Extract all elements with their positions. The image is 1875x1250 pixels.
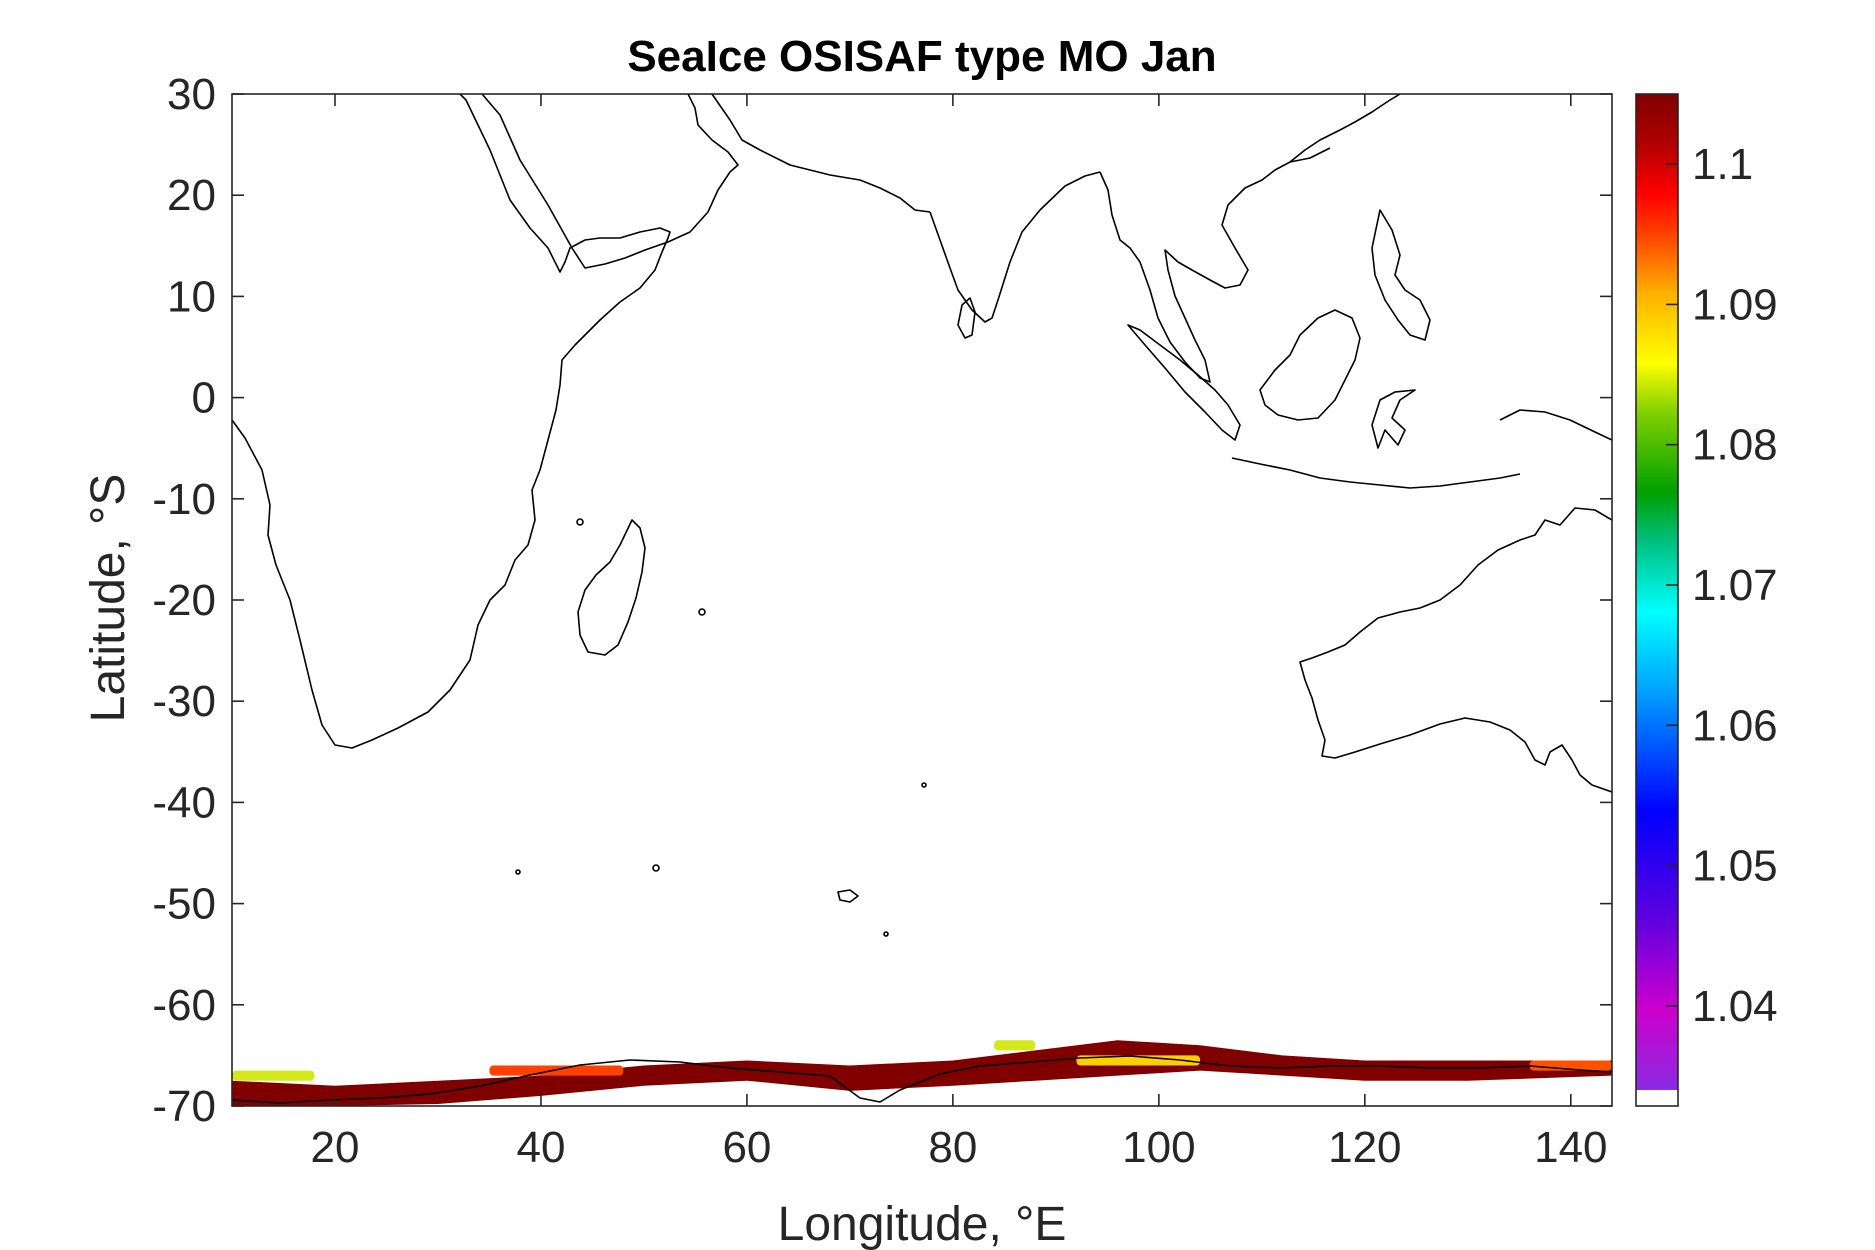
colorbar-tick-label: 1.06 [1692,701,1778,750]
island-amsterdam [921,782,927,788]
island-crozet-w [515,869,521,875]
island-kerguelen [837,889,859,903]
y-tick-label: 0 [192,374,216,423]
y-tick-label: -40 [152,778,216,827]
x-axis: 20 40 60 80 100 120 140 [311,94,1608,1172]
island-heard [883,931,889,937]
colorbar-gradient [1636,94,1678,1090]
colorbar: 1.1 1.09 1.08 1.07 1.06 1.05 1.04 [1635,93,1778,1107]
coastline-sumatra [1127,324,1241,441]
chart-title: SeaIce OSISAF type MO Jan [627,32,1216,81]
plot-frame [231,93,1613,1107]
coastline-philippines [1371,209,1431,341]
colorbar-tick-label: 1.1 [1692,140,1753,189]
colorbar-tick-label: 1.05 [1692,842,1778,891]
coastline-antarctica [232,1055,1612,1104]
y-tick-label: -70 [152,1082,216,1131]
x-tick-label: 60 [722,1123,771,1172]
coastline-australia [1299,507,1612,793]
y-tick-label: -10 [152,475,216,524]
y-tick-label: -60 [152,981,216,1030]
y-tick-label: 30 [167,70,216,119]
colorbar-tick-label: 1.04 [1692,982,1778,1031]
coastline-southeast-asia [1099,147,1331,383]
colorbar-tick-label: 1.07 [1692,561,1778,610]
x-tick-label: 20 [311,1123,360,1172]
y-axis: 30 20 10 0 -10 -20 -30 -40 -50 -60 -70 [152,70,1612,1131]
x-tick-label: 140 [1534,1123,1607,1172]
coastline-srilanka [957,297,976,339]
coastline-arabia [481,94,739,269]
y-tick-label: -20 [152,576,216,625]
plot-area [232,94,1612,1106]
y-tick-label: -30 [152,677,216,726]
x-tick-label: 40 [516,1123,565,1172]
coastline-africa [232,94,671,749]
y-axis-label: Latitude, °S [82,474,135,723]
y-tick-label: 10 [167,272,216,321]
island-comoros [576,518,584,526]
sea-ice-patch [1076,1055,1201,1066]
colorbar-tick-label: 1.08 [1692,421,1778,470]
y-tick-label: -50 [152,880,216,929]
colorbar-frame [1635,93,1679,1107]
coastline-borneo [1259,309,1361,421]
island-mascarene [698,608,706,616]
coastline-iran [711,94,931,213]
sea-ice-patch [994,1040,1036,1051]
y-tick-label: 20 [167,171,216,220]
coastline-sulawesi [1371,389,1416,449]
sea-ice-patch [489,1065,624,1076]
coastline-china [1289,94,1401,163]
sea-ice-patch [232,1070,315,1081]
coastlines [232,94,1612,1104]
colorbar-ticks: 1.1 1.09 1.08 1.07 1.06 1.05 1.04 [1666,140,1778,1031]
x-tick-label: 100 [1122,1123,1195,1172]
sea-ice-band [232,1040,1612,1106]
x-tick-label: 120 [1328,1123,1401,1172]
island-crozet [652,864,660,872]
colorbar-tick-label: 1.09 [1692,280,1778,329]
coastline-madagascar [577,519,646,656]
x-tick-label: 80 [928,1123,977,1172]
coastline-newguinea [1499,409,1612,441]
coastline-java [1231,457,1521,489]
x-axis-label: Longitude, °E [778,1198,1067,1250]
sea-ice-layer [232,1040,1612,1106]
coastline-india [929,171,1101,323]
colorbar-below-range [1636,1090,1678,1106]
